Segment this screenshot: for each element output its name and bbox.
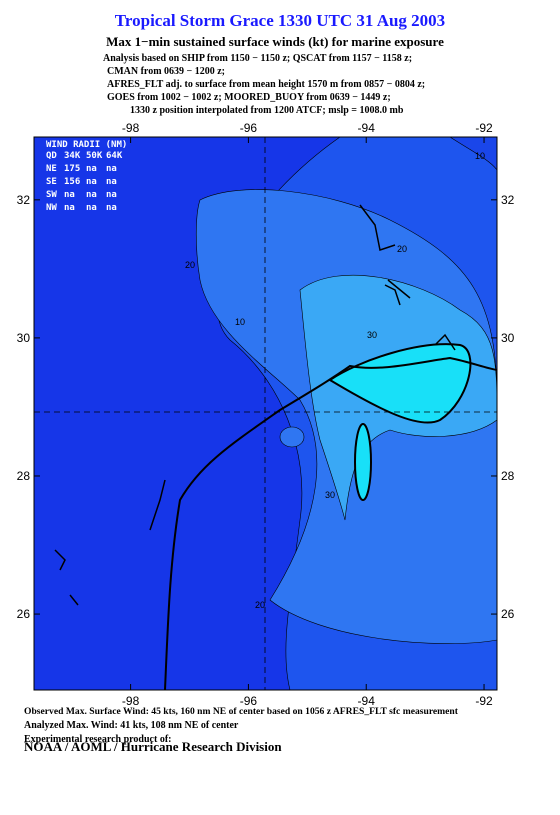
radii-cell: na [106, 203, 117, 213]
y-tick-label: 30 [17, 331, 31, 345]
radii-cell: 175 [64, 164, 80, 174]
footer-line: Analyzed Max. Wind: 41 kts, 108 nm NE of… [24, 720, 239, 731]
x-tick-label: -94 [358, 694, 376, 708]
motion-arrow [387, 279, 411, 299]
x-tick-label: -92 [475, 694, 493, 708]
coastline [164, 356, 497, 690]
analysis-note: GOES from 1002 − 1002 z; MOORED_BUOY fro… [107, 92, 391, 103]
radii-cell: SE [46, 177, 57, 187]
radii-title: WIND RADII (NM) [46, 140, 127, 150]
x-tick-label: -94 [358, 121, 376, 135]
analysis-note: Analysis based on SHIP from 1150 − 1150 … [103, 53, 412, 64]
y-tick-label: 28 [501, 469, 515, 483]
x-tick-label: -96 [240, 121, 258, 135]
y-tick-label: 28 [17, 469, 31, 483]
contour-20 [279, 426, 305, 448]
radii-cell: na [86, 190, 97, 200]
radii-cell: na [106, 164, 117, 174]
contour-label: 20 [255, 600, 265, 610]
contour-label: 30 [367, 330, 377, 340]
contour-10 [449, 137, 497, 171]
y-tick-label: 32 [501, 193, 515, 207]
radii-cell: na [86, 203, 97, 213]
radii-cell: na [86, 177, 97, 187]
y-tick-label: 26 [501, 607, 515, 621]
y-tick-label: 32 [17, 193, 31, 207]
subtitle: Max 1−min sustained surface winds (kt) f… [106, 34, 444, 49]
radii-cell: na [64, 203, 75, 213]
radii-cell: 156 [64, 177, 80, 187]
radii-header: 64K [106, 151, 123, 161]
map-frame [33, 136, 498, 691]
x-tick-label: -92 [475, 121, 493, 135]
analysis-note: CMAN from 0639 − 1200 z; [107, 66, 225, 77]
title: Tropical Storm Grace 1330 UTC 31 Aug 200… [115, 11, 445, 30]
radii-cell: na [64, 190, 75, 200]
footer-line: Experimental research product of: [24, 734, 171, 745]
x-tick-label: -98 [122, 121, 140, 135]
y-tick-label: 30 [501, 331, 515, 345]
radii-cell: na [106, 190, 117, 200]
contour-label: 30 [325, 490, 335, 500]
radii-cell: SW [46, 190, 57, 200]
wind-field [34, 137, 497, 690]
footer-line: Observed Max. Surface Wind: 45 kts, 160 … [24, 706, 459, 717]
radii-cell: na [106, 177, 117, 187]
contour-34 [354, 423, 372, 501]
contour-label: 20 [397, 244, 407, 254]
radii-cell: na [86, 164, 97, 174]
analysis-note: AFRES_FLT adj. to surface from mean heig… [107, 79, 425, 90]
org-line: NOAA / AOML / Hurricane Research Divisio… [24, 739, 282, 754]
radii-header: 50K [86, 151, 103, 161]
radii-header: 34K [64, 151, 81, 161]
radii-cell: NE [46, 164, 57, 174]
radii-cell: NW [46, 203, 57, 213]
x-tick-label: -98 [122, 694, 140, 708]
contour-label: 20 [185, 260, 195, 270]
x-tick-label: -96 [240, 694, 258, 708]
coastline [54, 204, 456, 606]
analysis-note: 1330 z position interpolated from 1200 A… [130, 105, 404, 116]
y-tick-label: 26 [17, 607, 31, 621]
radii-header: QD [46, 151, 57, 161]
contour-label: 10 [475, 151, 485, 161]
contour-label: 10 [235, 317, 245, 327]
contour-34 [328, 343, 472, 424]
